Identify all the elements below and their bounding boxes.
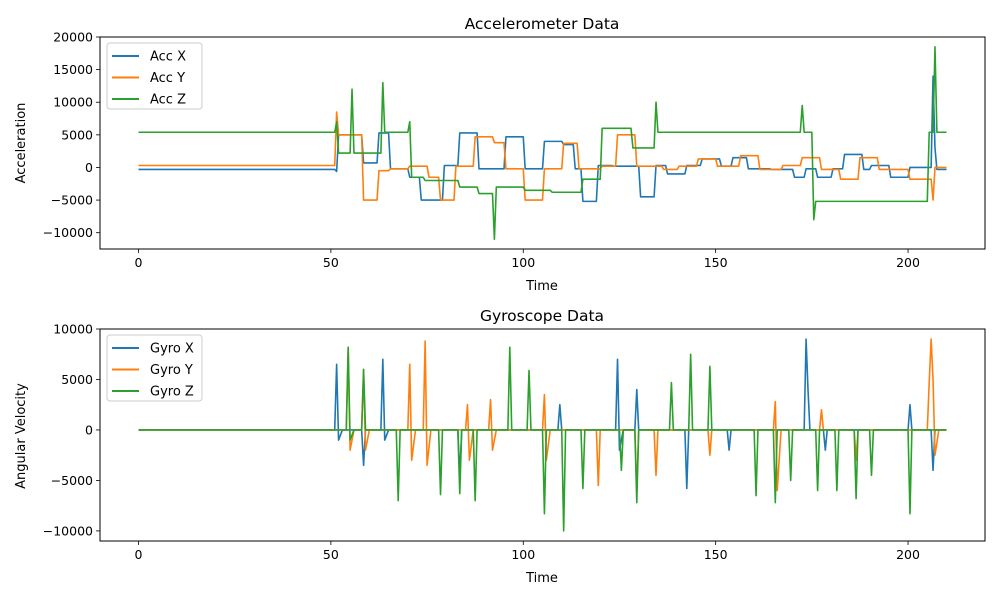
gyroscope-series-gyro-z — [138, 346, 947, 532]
gyroscope-legend: Gyro X Gyro Y Gyro Z — [106, 334, 203, 402]
gyroscope-x-tick-label: 50 — [323, 547, 339, 562]
accelerometer-legend: Acc X Acc Y Acc Z — [106, 42, 203, 110]
gyroscope-legend-label: Gyro Y — [150, 363, 193, 378]
accelerometer-y-tick-label: 5000 — [61, 127, 93, 142]
gyroscope-chart: Gyroscope Data Time Angular Velocity 0 50… — [14, 307, 986, 586]
accelerometer-y-tick-label: 0 — [85, 160, 93, 175]
gyroscope-legend-box — [106, 334, 203, 402]
accelerometer-series-acc-x — [138, 75, 947, 203]
accelerometer-legend-box — [106, 42, 203, 110]
accelerometer-plot-frame — [99, 36, 986, 250]
gyroscope-legend-label: Gyro Z — [150, 385, 194, 400]
gyroscope-series-gyro-y — [138, 338, 947, 492]
gyroscope-ticks: 0 50 100 150 200 −10000 −5000 0 5000 10000 — [43, 322, 920, 563]
accelerometer-y-axis-title: Acceleration — [14, 103, 29, 184]
gyroscope-x-tick-label: 0 — [135, 547, 143, 562]
gyroscope-plot-frame — [99, 328, 986, 542]
gyroscope-series-lines — [138, 338, 947, 532]
accelerometer-legend-label: Acc X — [150, 50, 186, 65]
accelerometer-x-tick-label: 200 — [896, 255, 920, 270]
accelerometer-series-acc-y — [138, 111, 947, 201]
gyroscope-y-axis-title: Angular Velocity — [14, 383, 29, 489]
accelerometer-y-tick-label: 15000 — [53, 62, 93, 77]
accelerometer-x-tick-label: 150 — [704, 255, 728, 270]
accelerometer-series-lines — [138, 45, 947, 241]
gyroscope-series-gyro-x — [138, 338, 947, 490]
gyroscope-legend-label: Gyro X — [150, 342, 194, 357]
accelerometer-x-tick-label: 50 — [323, 255, 339, 270]
gyroscope-x-tick-label: 200 — [896, 547, 920, 562]
accelerometer-series-acc-z — [138, 45, 947, 241]
gyroscope-y-tick-label: 10000 — [53, 322, 93, 337]
gyroscope-y-tick-label: 5000 — [61, 372, 93, 387]
gyroscope-y-tick-label: 0 — [85, 422, 93, 437]
gyroscope-chart-title: Gyroscope Data — [480, 307, 604, 325]
gyroscope-y-tick-label: −10000 — [43, 523, 93, 538]
accelerometer-y-tick-label: 20000 — [53, 30, 93, 45]
accelerometer-x-axis-title: Time — [525, 279, 558, 294]
accelerometer-legend-label: Acc Z — [150, 93, 186, 108]
accelerometer-x-tick-label: 100 — [511, 255, 535, 270]
accelerometer-chart-title: Accelerometer Data — [465, 15, 620, 33]
gyroscope-x-tick-label: 100 — [511, 547, 535, 562]
gyroscope-y-tick-label: −5000 — [51, 473, 93, 488]
accelerometer-y-tick-label: 10000 — [53, 95, 93, 110]
accelerometer-chart: Accelerometer Data Time Acceleration 0 50… — [14, 15, 986, 294]
accelerometer-y-tick-label: −10000 — [43, 225, 93, 240]
gyroscope-x-tick-label: 150 — [704, 547, 728, 562]
accelerometer-x-tick-label: 0 — [135, 255, 143, 270]
accelerometer-ticks: 0 50 100 150 200 −10000 −5000 0 5000 10000 15000 20… — [43, 30, 920, 271]
accelerometer-legend-label: Acc Y — [150, 71, 185, 86]
accelerometer-y-tick-label: −5000 — [51, 193, 93, 208]
gyroscope-x-axis-title: Time — [525, 571, 558, 586]
